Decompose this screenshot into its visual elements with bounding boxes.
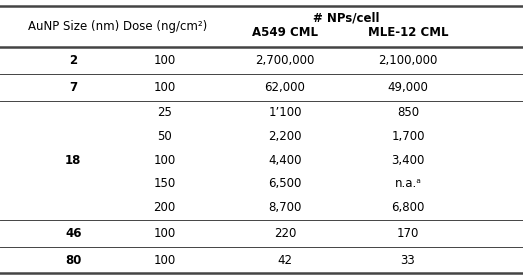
- Text: 3,400: 3,400: [391, 154, 425, 167]
- Text: 8,700: 8,700: [268, 201, 302, 214]
- Text: 42: 42: [278, 254, 292, 266]
- Text: 2,100,000: 2,100,000: [378, 54, 438, 67]
- Text: 170: 170: [397, 227, 419, 240]
- Text: 150: 150: [154, 177, 176, 191]
- Text: 4,400: 4,400: [268, 154, 302, 167]
- Text: 25: 25: [157, 106, 172, 119]
- Text: 6,500: 6,500: [268, 177, 302, 191]
- Text: 2,200: 2,200: [268, 130, 302, 143]
- Text: 100: 100: [154, 254, 176, 266]
- Text: 80: 80: [65, 254, 82, 266]
- Text: 2: 2: [69, 54, 77, 67]
- Text: 49,000: 49,000: [388, 81, 428, 94]
- Text: AuNP Size (nm): AuNP Size (nm): [28, 20, 119, 33]
- Text: 850: 850: [397, 106, 419, 119]
- Text: MLE-12 CML: MLE-12 CML: [368, 26, 448, 39]
- Text: 1’100: 1’100: [268, 106, 302, 119]
- Text: 18: 18: [65, 154, 82, 167]
- Text: n.a.ᵃ: n.a.ᵃ: [394, 177, 422, 191]
- Text: # NPs/cell: # NPs/cell: [313, 11, 380, 25]
- Text: 62,000: 62,000: [265, 81, 305, 94]
- Text: 33: 33: [401, 254, 415, 266]
- Text: 50: 50: [157, 130, 172, 143]
- Text: 2,700,000: 2,700,000: [255, 54, 315, 67]
- Text: 200: 200: [154, 201, 176, 214]
- Text: Dose (ng/cm²): Dose (ng/cm²): [122, 20, 207, 33]
- Text: 100: 100: [154, 154, 176, 167]
- Text: 100: 100: [154, 54, 176, 67]
- Text: 220: 220: [274, 227, 296, 240]
- Text: 6,800: 6,800: [391, 201, 425, 214]
- Text: 7: 7: [69, 81, 77, 94]
- Text: A549 CML: A549 CML: [252, 26, 318, 39]
- Text: 100: 100: [154, 81, 176, 94]
- Text: 1,700: 1,700: [391, 130, 425, 143]
- Text: 100: 100: [154, 227, 176, 240]
- Text: 46: 46: [65, 227, 82, 240]
